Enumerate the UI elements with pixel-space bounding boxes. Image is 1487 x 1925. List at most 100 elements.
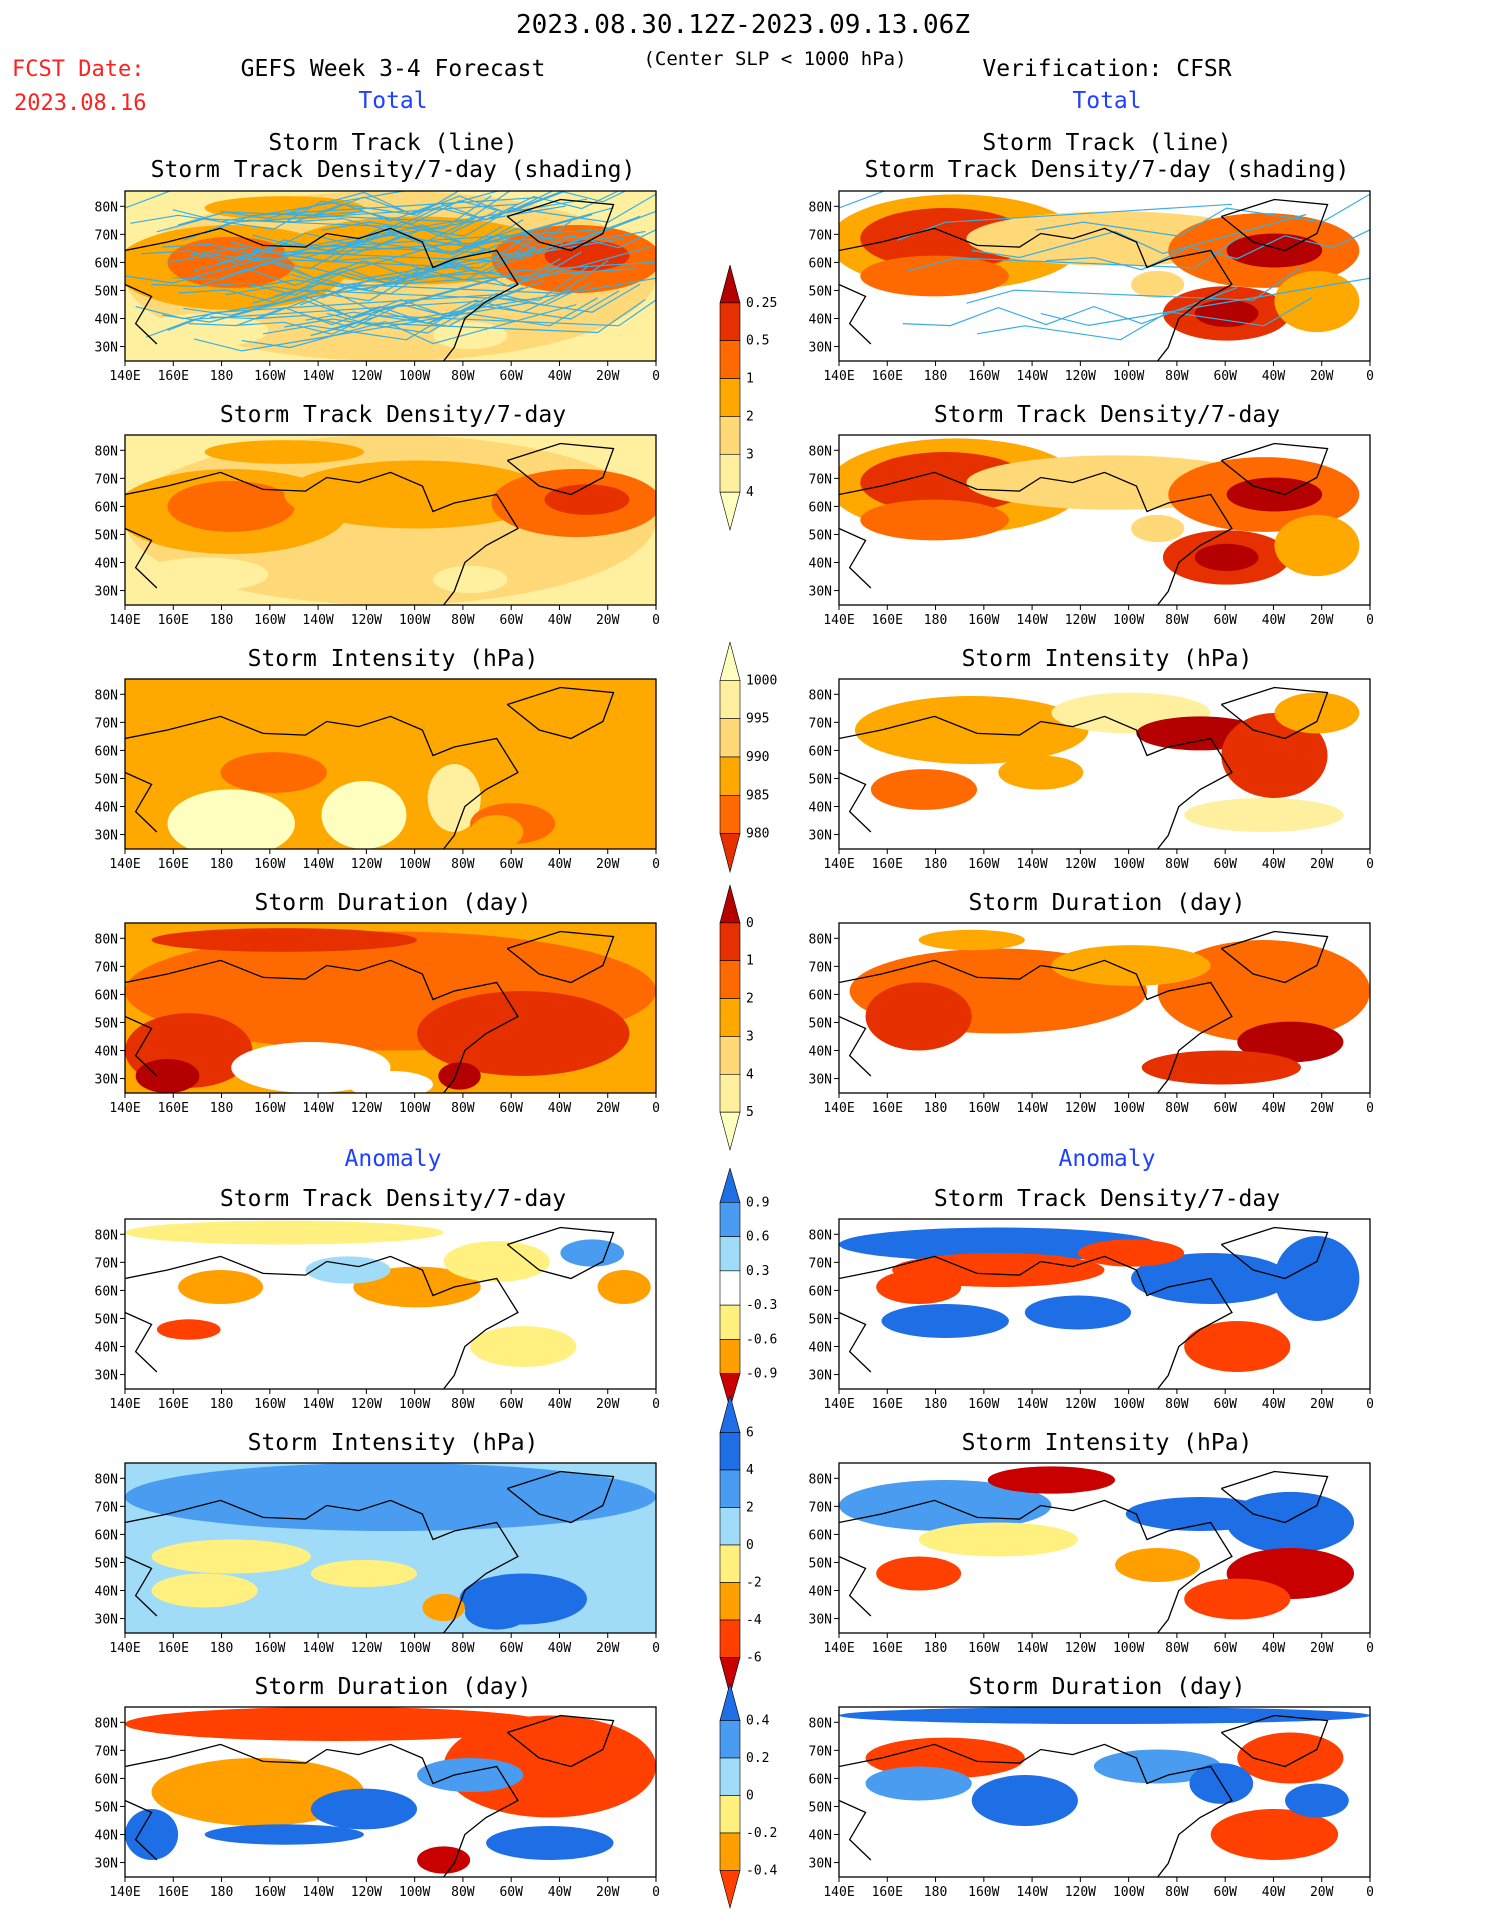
- lon-tick-label: 140E: [823, 857, 854, 872]
- shaded-region: [151, 928, 418, 952]
- storm-track-line: [236, 220, 572, 258]
- lat-tick-label: 70N: [809, 1256, 832, 1271]
- lon-tick-label: 160E: [158, 1101, 189, 1116]
- map-panel: 80N 70N 60N 50N 40N 30N 140E 160E 180 160W 140W 120…: [809, 678, 1374, 872]
- lat-tick-label: 40N: [95, 313, 118, 328]
- coastline: [839, 1499, 1233, 1633]
- colorbar-label: 0.2: [746, 1751, 769, 1766]
- map-panel: 80N 70N 60N 50N 40N 30N 140E 160E 180 160W 140W 120…: [95, 678, 660, 872]
- storm-track-line: [177, 191, 511, 226]
- lat-tick-label: 80N: [95, 1716, 118, 1731]
- lon-tick-label: 160E: [158, 1397, 189, 1412]
- lon-tick-label: 160W: [968, 369, 999, 384]
- lat-tick-label: 40N: [809, 313, 832, 328]
- lon-tick-label: 160W: [254, 613, 285, 628]
- shaded-region: [998, 755, 1084, 790]
- lon-tick-label: 160W: [254, 1397, 285, 1412]
- lon-tick-label: 120W: [351, 1641, 382, 1656]
- shaded-region: [1226, 477, 1323, 512]
- criterion-subtitle: (Center SLP < 1000 hPa): [643, 48, 907, 70]
- lon-tick-label: 100W: [399, 613, 430, 628]
- lat-tick-label: 30N: [95, 1369, 118, 1384]
- storm-track-line: [183, 271, 519, 316]
- lon-tick-label: 160E: [158, 1641, 189, 1656]
- shaded-region: [125, 1220, 444, 1245]
- colorbar-label: 995: [746, 712, 769, 727]
- colorbar-label: 2: [746, 409, 754, 424]
- colorbar-label: 0.9: [746, 1195, 769, 1210]
- date-range-title: 2023.08.30.12Z-2023.09.13.06Z: [516, 10, 970, 40]
- coastline: [125, 715, 519, 849]
- lon-tick-label: 100W: [399, 857, 430, 872]
- storm-track-line: [247, 251, 582, 295]
- lat-tick-label: 70N: [809, 228, 832, 243]
- lon-tick-label: 160W: [968, 613, 999, 628]
- lon-tick-label: 180: [210, 1397, 233, 1412]
- lon-tick-label: 40W: [548, 1641, 572, 1656]
- fcst-date-label: FCST Date:: [12, 57, 145, 82]
- lat-tick-label: 60N: [95, 256, 118, 271]
- lon-tick-label: 60W: [1213, 369, 1237, 384]
- lon-tick-label: 180: [924, 613, 947, 628]
- storm-track-line: [971, 213, 1307, 259]
- lat-tick-label: 40N: [95, 1045, 118, 1060]
- lon-tick-label: 20W: [1310, 1397, 1334, 1412]
- shaded-region: [1194, 299, 1259, 327]
- shaded-region: [987, 1466, 1116, 1494]
- lon-tick-label: 60W: [1213, 1641, 1237, 1656]
- colorbar-label: 0.6: [746, 1230, 769, 1245]
- shaded-region: [876, 1556, 962, 1591]
- lat-tick-label: 50N: [95, 528, 118, 543]
- shaded-region: [353, 1266, 481, 1308]
- shaded-region: [1077, 1239, 1185, 1267]
- shaded-region: [310, 1559, 418, 1588]
- lon-tick-label: 0: [652, 857, 660, 872]
- shaded-region: [1226, 233, 1323, 268]
- map-panel: 80N 70N 60N 50N 40N 30N 140E 160E 180 160W 140W 120…: [809, 922, 1374, 1116]
- colorbar-label: -4: [746, 1613, 762, 1628]
- colorbar: 0.9 0.6 0.3 -0.3 -0.6 -0.9: [719, 1168, 777, 1410]
- shaded-region: [151, 1539, 311, 1574]
- lat-tick-label: 30N: [95, 1857, 118, 1872]
- lat-tick-label: 70N: [95, 1500, 118, 1515]
- lat-tick-label: 40N: [809, 1585, 832, 1600]
- storm-track-line: [305, 215, 641, 255]
- coastline: [125, 771, 158, 833]
- colorbar-label: 4: [746, 1463, 754, 1478]
- lon-tick-label: 40W: [1262, 369, 1286, 384]
- lon-tick-label: 40W: [548, 1885, 572, 1900]
- lon-tick-label: 60W: [499, 857, 523, 872]
- lon-tick-label: 140W: [302, 369, 333, 384]
- shaded-region: [1194, 543, 1259, 571]
- lon-tick-label: 80W: [1165, 369, 1189, 384]
- shaded-region: [870, 769, 978, 810]
- storm-track-line: [167, 293, 503, 331]
- coastline: [506, 1226, 615, 1280]
- shaded-region: [321, 781, 407, 849]
- colorbar-label: 4: [746, 1067, 754, 1082]
- lat-tick-label: 70N: [95, 716, 118, 731]
- lon-tick-label: 180: [210, 857, 233, 872]
- lon-tick-label: 0: [652, 1101, 660, 1116]
- shaded-region: [1226, 1491, 1355, 1554]
- lon-tick-label: 60W: [1213, 857, 1237, 872]
- colorbar-label: 0.5: [746, 334, 769, 349]
- lat-tick-label: 60N: [95, 988, 118, 1003]
- lon-tick-label: 40W: [548, 1101, 572, 1116]
- lon-tick-label: 0: [652, 1885, 660, 1900]
- shaded-region: [1024, 1295, 1132, 1330]
- colorbar-label: -6: [746, 1651, 762, 1666]
- coastline: [125, 1799, 158, 1861]
- total-label-left: Total: [358, 88, 428, 114]
- lat-tick-label: 50N: [95, 1800, 118, 1815]
- lat-tick-label: 50N: [809, 772, 832, 787]
- lon-tick-label: 0: [1366, 857, 1374, 872]
- coastline: [1220, 1714, 1329, 1768]
- lon-tick-label: 140W: [1016, 1397, 1047, 1412]
- lon-tick-label: 20W: [596, 369, 620, 384]
- lon-tick-label: 20W: [1310, 613, 1334, 628]
- lat-tick-label: 40N: [95, 1341, 118, 1356]
- coastline: [839, 959, 1233, 1093]
- storm-track-line: [204, 196, 540, 235]
- lon-tick-label: 160E: [872, 857, 903, 872]
